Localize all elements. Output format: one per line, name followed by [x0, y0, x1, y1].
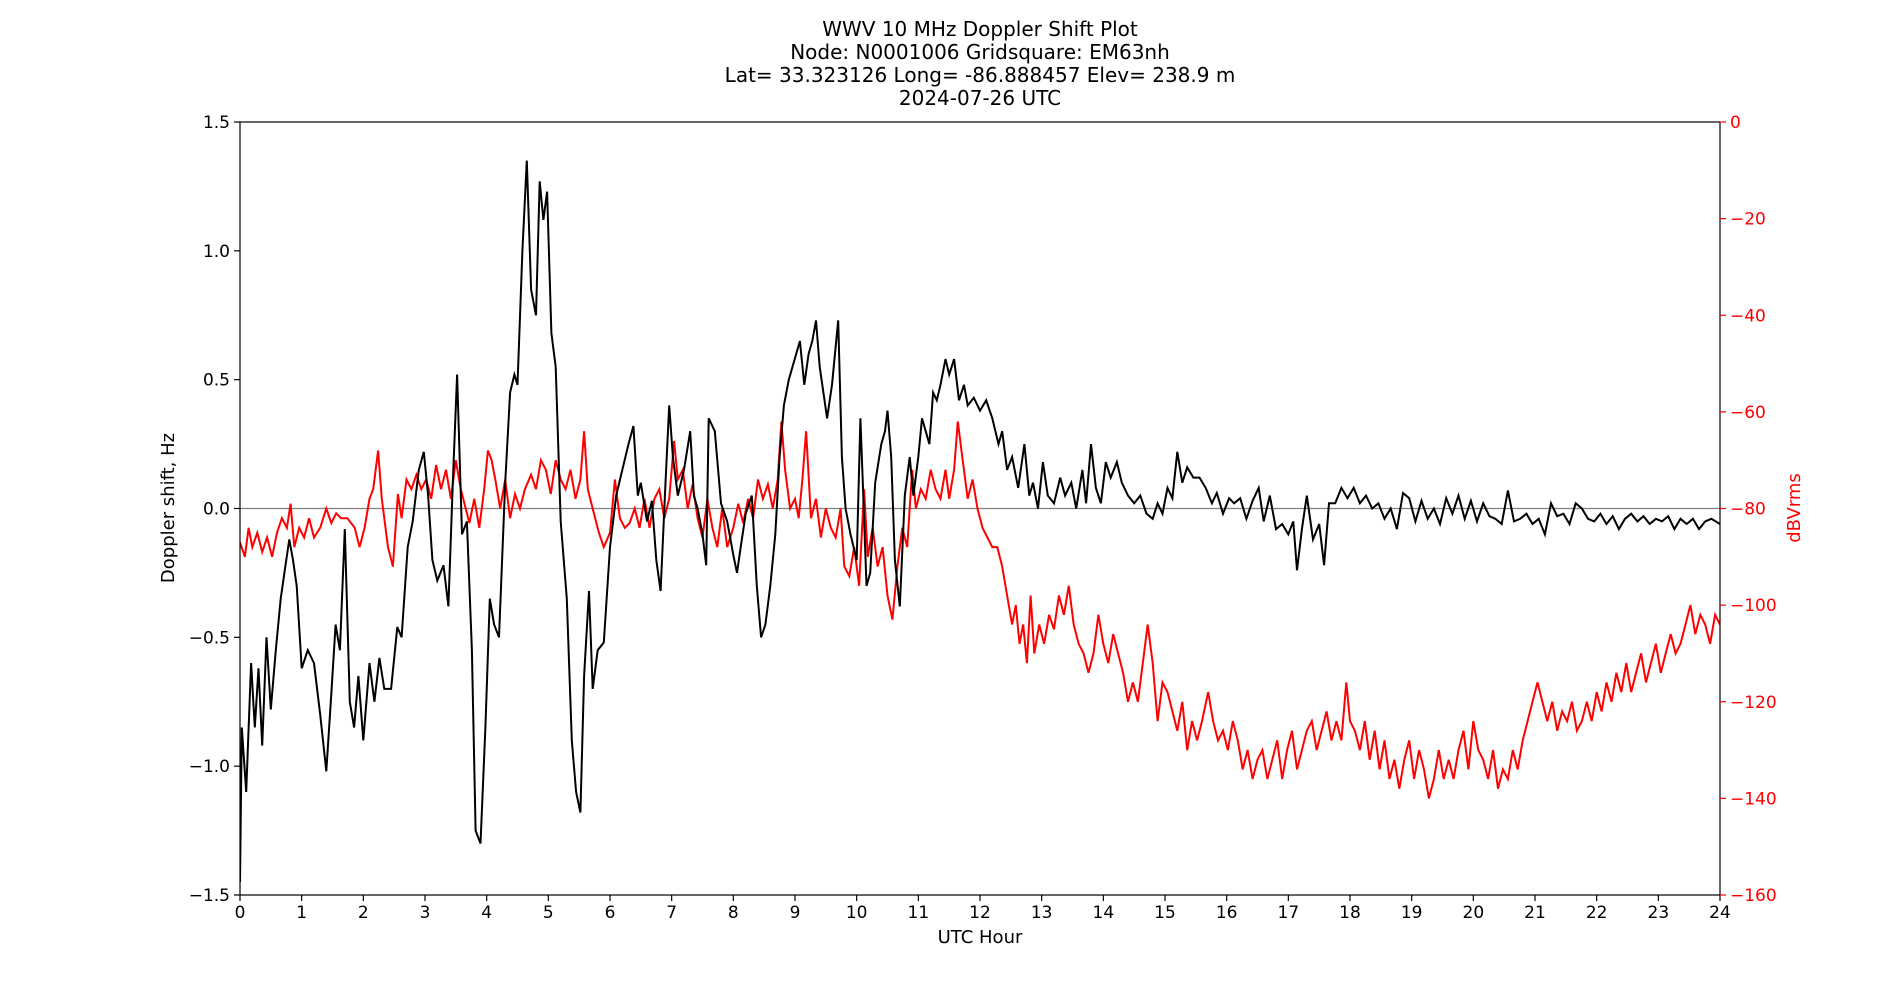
x-tick-label: 17: [1278, 903, 1300, 923]
x-tick-label: 10: [846, 903, 868, 923]
left-y-tick-label: 0.5: [203, 371, 230, 391]
x-tick-label: 20: [1463, 903, 1485, 923]
left-y-tick-label: 1.5: [203, 113, 230, 133]
x-tick-label: 6: [605, 903, 616, 923]
x-axis-label: UTC Hour: [938, 927, 1023, 948]
x-tick-label: 8: [728, 903, 739, 923]
right-y-tick-label: −100: [1730, 596, 1777, 616]
right-y-axis: 0 −20 −40 −60 −80 −100 −120 −140 −160: [1720, 113, 1777, 906]
x-tick-label: 23: [1648, 903, 1670, 923]
x-tick-label: 11: [908, 903, 930, 923]
x-tick-label: 14: [1093, 903, 1115, 923]
right-y-tick-label: −40: [1730, 306, 1766, 326]
series-doppler-line: [240, 160, 1720, 883]
x-tick-label: 0: [235, 903, 246, 923]
right-y-axis-label: dBVrms: [1784, 473, 1805, 543]
left-y-tick-label: −0.5: [189, 628, 230, 648]
right-y-tick-label: −20: [1730, 210, 1766, 230]
left-y-tick-label: 0.0: [203, 500, 230, 520]
x-tick-label: 5: [543, 903, 554, 923]
x-tick-label: 18: [1339, 903, 1361, 923]
left-y-tick-label: 1.0: [203, 242, 230, 262]
chart-title: WWV 10 MHz Doppler Shift Plot Node: N000…: [725, 17, 1236, 110]
left-y-axis-label: Doppler shift, Hz: [158, 433, 179, 583]
x-tick-label: 4: [481, 903, 492, 923]
chart-title-line-4: 2024-07-26 UTC: [899, 86, 1061, 110]
x-tick-label: 24: [1709, 903, 1731, 923]
x-tick-label: 9: [790, 903, 801, 923]
x-tick-label: 22: [1586, 903, 1608, 923]
x-tick-label: 1: [296, 903, 307, 923]
chart-title-line-1: WWV 10 MHz Doppler Shift Plot: [822, 17, 1138, 41]
x-tick-label: 15: [1154, 903, 1176, 923]
right-y-tick-label: −80: [1730, 500, 1766, 520]
left-y-axis: −1.5 −1.0 −0.5 0.0 0.5 1.0 1.5: [189, 113, 240, 906]
x-tick-label: 13: [1031, 903, 1053, 923]
x-tick-label: 12: [969, 903, 991, 923]
right-y-tick-label: −60: [1730, 403, 1766, 423]
chart-title-line-2: Node: N0001006 Gridsquare: EM63nh: [790, 40, 1170, 64]
x-tick-label: 2: [358, 903, 369, 923]
right-y-tick-label: −120: [1730, 693, 1777, 713]
series-power-line: [240, 421, 1720, 799]
right-y-tick-label: 0: [1730, 113, 1741, 133]
x-tick-label: 19: [1401, 903, 1423, 923]
x-tick-label: 7: [666, 903, 677, 923]
chart-title-line-3: Lat= 33.323126 Long= -86.888457 Elev= 23…: [725, 63, 1236, 87]
right-y-tick-label: −140: [1730, 789, 1777, 809]
x-tick-label: 16: [1216, 903, 1238, 923]
x-axis: 0 1 2 3 4 5 6 7 8 9 10 11 12 13 14 15 16 17 18 19 20 21 22 23 24: [235, 895, 1731, 923]
left-y-tick-label: −1.5: [189, 886, 230, 906]
x-tick-label: 3: [420, 903, 431, 923]
right-y-tick-label: −160: [1730, 886, 1777, 906]
x-tick-label: 21: [1524, 903, 1546, 923]
left-y-tick-label: −1.0: [189, 757, 230, 777]
